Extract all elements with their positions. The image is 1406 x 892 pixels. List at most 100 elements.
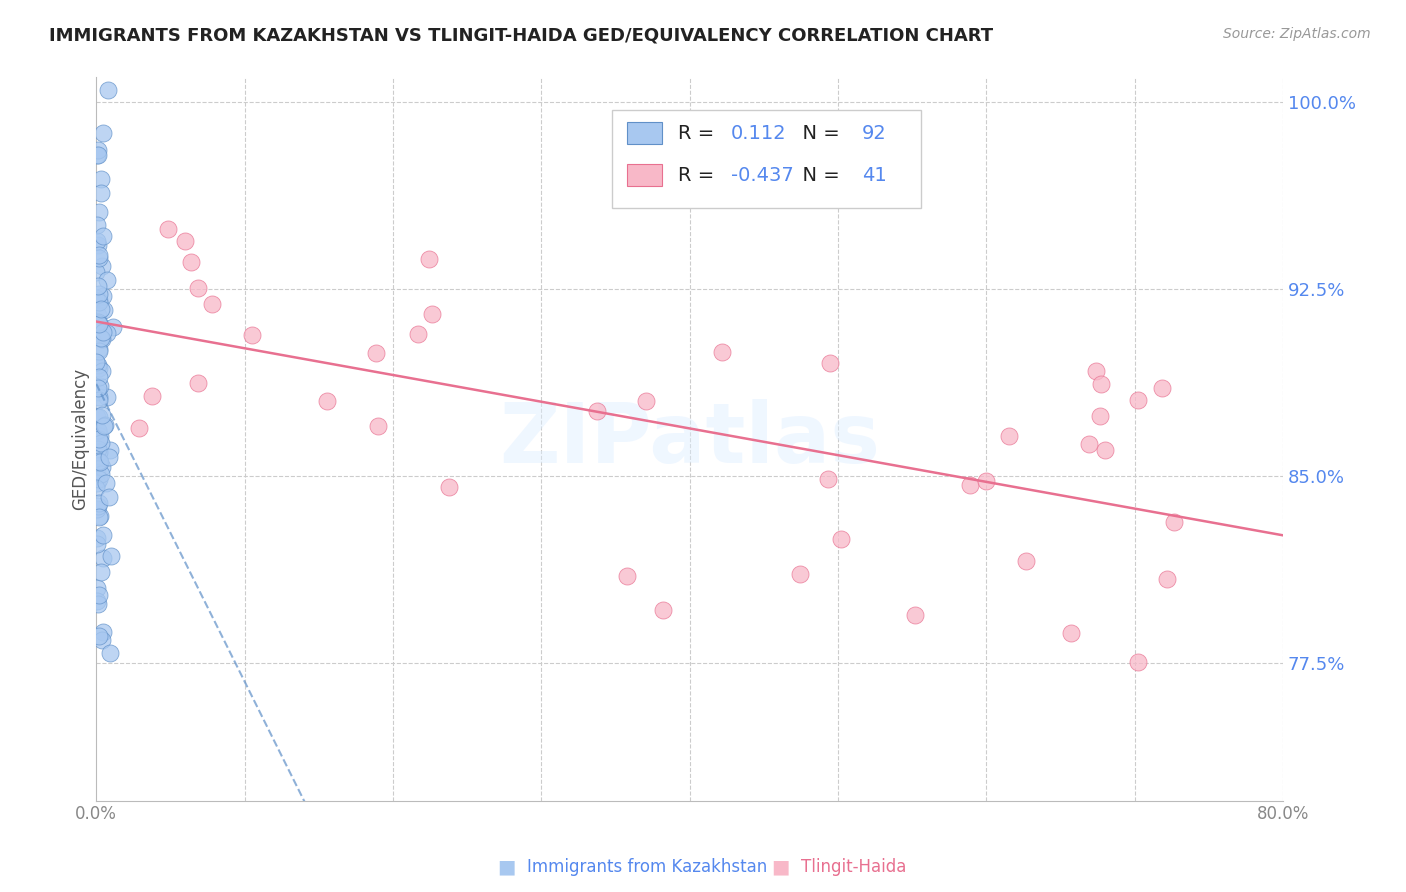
- Point: [86, 425, 108, 439]
- Point: [240, 328, 263, 343]
- Point: [1094, 442, 1116, 457]
- Point: [651, 603, 673, 617]
- Point: [87, 251, 110, 265]
- Point: [1015, 554, 1038, 568]
- Point: [87, 295, 110, 310]
- FancyBboxPatch shape: [613, 110, 921, 208]
- Text: N =: N =: [790, 124, 846, 143]
- Point: [87, 358, 110, 372]
- Point: [316, 394, 339, 409]
- Point: [634, 394, 657, 409]
- Point: [87, 454, 110, 468]
- Point: [86, 582, 108, 596]
- Point: [89, 432, 111, 446]
- Text: -0.437: -0.437: [731, 166, 794, 185]
- Point: [1156, 572, 1178, 586]
- Point: [180, 255, 202, 269]
- Point: [1078, 437, 1101, 451]
- Text: 41: 41: [862, 166, 886, 185]
- Point: [86, 384, 108, 399]
- Point: [87, 315, 110, 329]
- Point: [89, 509, 111, 524]
- Point: [87, 148, 110, 162]
- Point: [1090, 376, 1112, 391]
- Text: R =: R =: [678, 124, 720, 143]
- Point: [87, 510, 110, 524]
- Point: [830, 532, 852, 546]
- Point: [711, 344, 734, 359]
- Point: [98, 450, 121, 464]
- Point: [86, 148, 108, 162]
- Point: [87, 597, 110, 611]
- Point: [91, 408, 114, 422]
- Point: [93, 419, 115, 434]
- Point: [187, 376, 209, 390]
- Point: [90, 364, 112, 378]
- Point: [93, 528, 115, 542]
- Point: [87, 361, 110, 376]
- Text: Immigrants from Kazakhstan: Immigrants from Kazakhstan: [527, 858, 768, 876]
- Point: [89, 287, 111, 301]
- Point: [86, 475, 108, 490]
- Point: [959, 477, 981, 491]
- Point: [817, 472, 839, 486]
- Point: [89, 455, 111, 469]
- Point: [974, 474, 997, 488]
- Text: IMMIGRANTS FROM KAZAKHSTAN VS TLINGIT-HAIDA GED/EQUIVALENCY CORRELATION CHART: IMMIGRANTS FROM KAZAKHSTAN VS TLINGIT-HA…: [49, 27, 993, 45]
- Point: [97, 83, 120, 97]
- Point: [96, 326, 118, 340]
- Point: [93, 418, 115, 433]
- Point: [364, 346, 387, 360]
- Point: [96, 390, 118, 404]
- Point: [141, 389, 163, 403]
- Point: [87, 308, 110, 322]
- Point: [87, 499, 110, 513]
- Point: [904, 607, 927, 622]
- Point: [90, 259, 112, 273]
- Point: [91, 550, 114, 565]
- Point: [1059, 625, 1081, 640]
- Y-axis label: GED/Equivalency: GED/Equivalency: [72, 368, 89, 510]
- Point: [91, 325, 114, 339]
- Point: [93, 303, 115, 318]
- Point: [420, 307, 443, 321]
- Point: [87, 144, 110, 158]
- Point: [87, 423, 110, 437]
- Point: [87, 496, 110, 510]
- Point: [1088, 409, 1111, 423]
- Point: [86, 502, 108, 516]
- Point: [90, 565, 112, 579]
- Point: [87, 318, 110, 332]
- Text: 92: 92: [862, 124, 886, 143]
- Point: [87, 248, 110, 262]
- Point: [87, 381, 110, 395]
- Point: [98, 646, 121, 660]
- Point: [89, 370, 111, 384]
- Point: [98, 443, 121, 458]
- Point: [1126, 392, 1149, 407]
- Point: [90, 435, 112, 450]
- Point: [1085, 364, 1108, 378]
- Point: [91, 625, 114, 640]
- Point: [187, 281, 209, 295]
- Point: [89, 409, 111, 424]
- Point: [86, 442, 108, 456]
- Point: [90, 633, 112, 648]
- Point: [418, 252, 440, 266]
- Point: [97, 491, 120, 505]
- Point: [87, 391, 110, 405]
- Point: [90, 172, 112, 186]
- Text: 0.112: 0.112: [731, 124, 787, 143]
- Point: [616, 569, 638, 583]
- Point: [100, 549, 122, 563]
- Point: [87, 629, 110, 643]
- Point: [1163, 515, 1185, 529]
- Point: [201, 297, 224, 311]
- Point: [818, 355, 841, 369]
- Point: [87, 343, 110, 358]
- Text: Source: ZipAtlas.com: Source: ZipAtlas.com: [1223, 27, 1371, 41]
- Point: [86, 532, 108, 546]
- Point: [101, 320, 124, 334]
- Point: [586, 404, 609, 418]
- Point: [87, 238, 110, 252]
